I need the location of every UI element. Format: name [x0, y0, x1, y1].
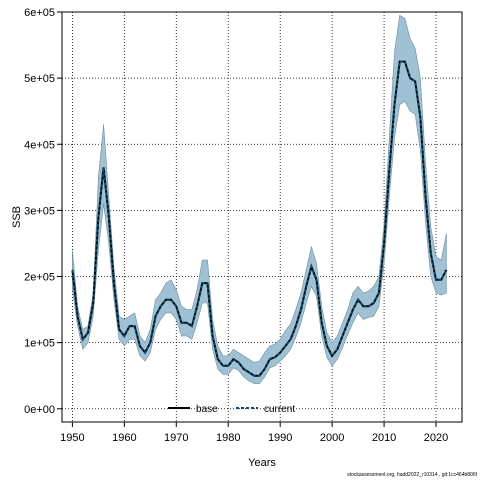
y-tick-label: 4e+05: [24, 139, 55, 151]
x-tick-label: 1980: [216, 432, 240, 444]
x-tick-label: 2010: [372, 432, 396, 444]
y-tick-label: 3e+05: [24, 205, 55, 217]
series-lines: [71, 60, 448, 377]
x-tick-label: 1960: [112, 432, 136, 444]
legend-base-label: base: [196, 404, 218, 415]
plot-frame: [61, 11, 463, 423]
legend: base current: [168, 404, 295, 415]
confidence-band: [72, 14, 447, 384]
footer-credit: stockassessment.org, hadd2022_r10314 , g…: [347, 472, 477, 478]
x-tick-label: 1990: [268, 432, 292, 444]
y-tick-label: 5e+05: [24, 73, 55, 85]
x-tick-label: 2020: [424, 432, 448, 444]
x-tick-label: 2000: [320, 432, 344, 444]
y-tick-label: 2e+05: [24, 272, 55, 284]
grid-lines: [62, 11, 462, 422]
confidence-band-area: [72, 14, 447, 384]
series-line-current: [71, 60, 448, 377]
x-tick-label: 1970: [164, 432, 188, 444]
y-tick-label: 0e+00: [24, 404, 55, 416]
y-axis-title: SSB: [11, 206, 23, 228]
y-tick-label: 1e+05: [24, 338, 55, 350]
legend-current-label: current: [264, 404, 295, 415]
y-axis: 0e+00 1e+05 2e+05 3e+05 4e+05 5e+05 6e+05: [24, 7, 62, 416]
series-line-base: [71, 60, 448, 377]
x-axis-title: Years: [248, 457, 276, 469]
x-axis: 1950 1960 1970 1980 1990 2000 2010 2020: [60, 422, 448, 444]
y-tick-label: 6e+05: [24, 7, 55, 19]
x-tick-label: 1950: [60, 432, 84, 444]
